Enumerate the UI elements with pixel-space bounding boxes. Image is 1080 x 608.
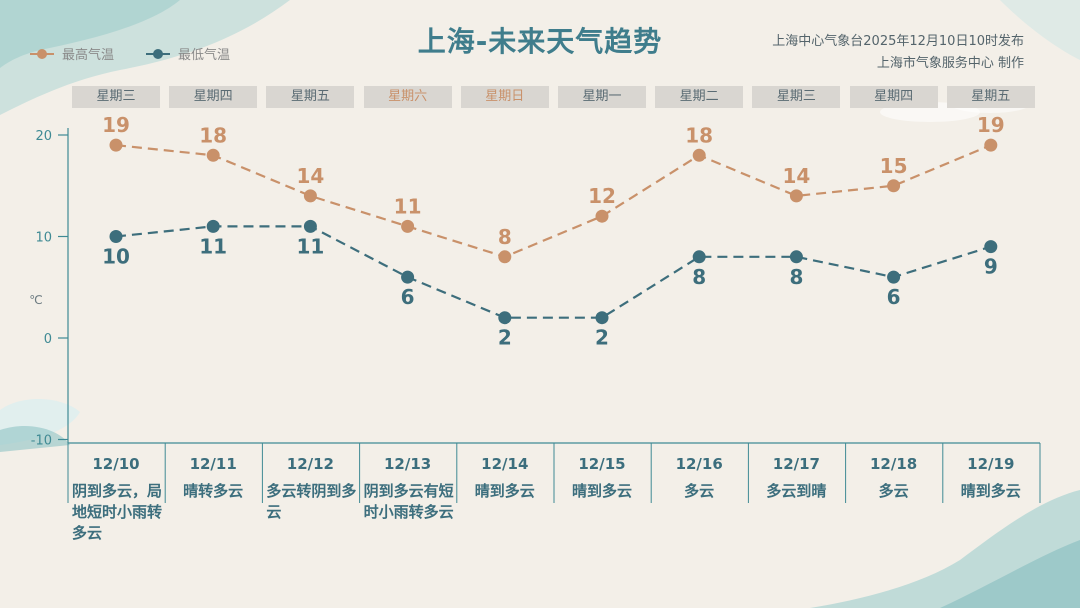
data-label-low: 2 — [595, 326, 609, 350]
weather-description: 多云转阴到多云 — [266, 482, 357, 521]
data-label-high: 8 — [498, 225, 512, 249]
data-point-low — [789, 250, 803, 264]
data-point-high — [984, 138, 998, 152]
data-label-low: 11 — [296, 234, 324, 258]
legend-high: 最高气温 — [28, 44, 114, 63]
data-label-low: 8 — [789, 265, 803, 289]
data-point-high — [789, 189, 803, 203]
legend-low: 最低气温 — [144, 44, 230, 63]
date-label: 12/18 — [869, 455, 918, 473]
data-point-high — [401, 219, 415, 233]
weather-description: 阴到多云，局地短时小雨转多云 — [72, 482, 163, 542]
data-label-low: 8 — [692, 265, 706, 289]
data-label-high: 14 — [296, 164, 324, 188]
date-label: 12/17 — [772, 455, 820, 473]
date-label: 12/16 — [675, 455, 723, 473]
data-label-high: 11 — [394, 194, 422, 218]
data-point-high — [303, 189, 317, 203]
data-point-low — [401, 270, 415, 284]
legend-high-marker-icon — [30, 48, 54, 59]
data-point-low — [109, 230, 123, 243]
weather-description: 晴到多云 — [474, 482, 535, 500]
legend-high-label: 最高气温 — [62, 48, 115, 63]
data-label-low: 10 — [102, 245, 130, 269]
weekday-label: 星期五 — [266, 86, 355, 108]
data-label-high: 19 — [102, 113, 130, 137]
data-point-low — [692, 250, 706, 264]
y-tick-label: -10 — [31, 434, 52, 449]
data-label-low: 9 — [984, 255, 998, 279]
weekday-label: 星期日 — [460, 86, 549, 108]
weekday-label: 星期三 — [752, 86, 841, 108]
date-label: 12/14 — [481, 455, 529, 473]
date-label: 12/11 — [189, 455, 237, 473]
data-label-high: 19 — [977, 113, 1005, 137]
legend-low-marker-icon — [146, 48, 170, 59]
publisher-line-1: 上海中心气象台2025年12月10日10时发布 — [772, 34, 1024, 49]
data-label-low: 6 — [401, 285, 415, 309]
data-label-low: 2 — [498, 326, 512, 350]
data-point-low — [595, 311, 609, 325]
weekday-label: 星期四 — [849, 86, 938, 108]
data-label-high: 18 — [199, 123, 227, 147]
y-tick-label: 0 — [44, 332, 52, 347]
data-point-high — [109, 138, 123, 152]
data-label-high: 15 — [880, 154, 908, 178]
weekday-label: 星期三 — [72, 86, 160, 108]
weekday-row: 星期三 星期四 星期五 星期六 星期日 星期一 星期二 星期三 星期四 星期五 — [0, 86, 1080, 108]
date-label: 12/15 — [578, 455, 626, 473]
date-label: 12/12 — [286, 455, 334, 473]
weather-description: 多云 — [684, 482, 715, 500]
weekday-label: 星期四 — [169, 86, 258, 108]
data-point-high — [595, 209, 609, 223]
series-line-high — [115, 144, 992, 258]
data-point-low — [984, 240, 998, 254]
weekday-label: 星期五 — [946, 86, 1035, 108]
weather-description: 晴到多云 — [960, 482, 1021, 500]
date-label: 12/13 — [383, 455, 432, 473]
publisher-line-2: 上海市气象服务中心 制作 — [876, 56, 1024, 71]
data-point-high — [498, 250, 512, 264]
date-label: 12/10 — [92, 455, 140, 473]
y-tick-label: 20 — [35, 129, 52, 144]
data-point-high — [206, 148, 220, 162]
weekday-label: 星期一 — [558, 86, 646, 108]
legend-low-label: 最低气温 — [178, 48, 231, 63]
data-point-low — [498, 311, 512, 325]
data-point-high — [887, 179, 901, 193]
data-point-high — [692, 148, 706, 162]
weather-description: 晴转多云 — [183, 482, 244, 500]
weather-description: 多云 — [878, 482, 909, 500]
data-label-high: 14 — [782, 164, 810, 188]
data-label-high: 18 — [685, 123, 713, 147]
data-point-low — [887, 270, 901, 284]
data-label-low: 6 — [887, 285, 901, 309]
weather-description: 多云到晴 — [766, 482, 827, 500]
weather-description: 晴到多云 — [571, 482, 632, 500]
data-label-low: 11 — [199, 234, 227, 258]
data-label-high: 12 — [588, 184, 616, 208]
series-line-low — [115, 225, 992, 319]
date-label: 12/19 — [967, 455, 1015, 473]
weather-description: 阴到多云有短时小雨转多云 — [363, 482, 454, 521]
data-point-low — [206, 219, 220, 233]
data-point-low — [303, 219, 317, 233]
y-axis-unit-label: ℃ — [29, 293, 42, 307]
page-title: 上海-未来天气趋势 — [417, 25, 663, 58]
weekday-label: 星期六 — [363, 86, 452, 108]
y-tick-label: 10 — [35, 231, 52, 246]
weekday-label: 星期二 — [655, 86, 744, 108]
